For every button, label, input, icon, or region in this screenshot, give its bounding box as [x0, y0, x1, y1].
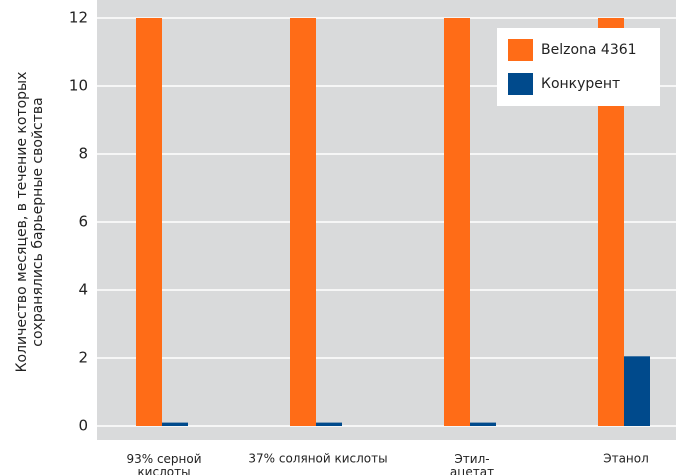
- legend-label: Belzona 4361: [541, 42, 637, 58]
- bar: [444, 18, 470, 426]
- legend-label: Конкурент: [541, 76, 620, 92]
- x-tick-label: Этил-ацетат: [450, 452, 494, 475]
- y-tick-label: 8: [78, 145, 88, 163]
- y-axis-label: Количество месяцев, в течение которыхсох…: [14, 72, 46, 373]
- y-tick-label: 0: [78, 417, 88, 435]
- y-tick-label: 4: [78, 281, 88, 299]
- y-tick-label: 2: [78, 349, 88, 367]
- y-tick-label: 6: [78, 213, 88, 231]
- legend-swatch: [508, 39, 533, 61]
- x-tick-label: Этанол: [603, 452, 649, 466]
- y-tick-label: 12: [69, 9, 88, 27]
- x-tick-label: 93% серной кислоты: [126, 452, 201, 475]
- x-tick-label: 37% соляной кислоты: [248, 452, 387, 466]
- bar: [470, 422, 496, 426]
- bar: [624, 356, 650, 426]
- bar: [316, 422, 342, 426]
- y-tick-label: 10: [69, 77, 88, 95]
- legend-swatch: [508, 73, 533, 95]
- bar: [290, 18, 316, 426]
- bar: [162, 422, 188, 426]
- bar: [136, 18, 162, 426]
